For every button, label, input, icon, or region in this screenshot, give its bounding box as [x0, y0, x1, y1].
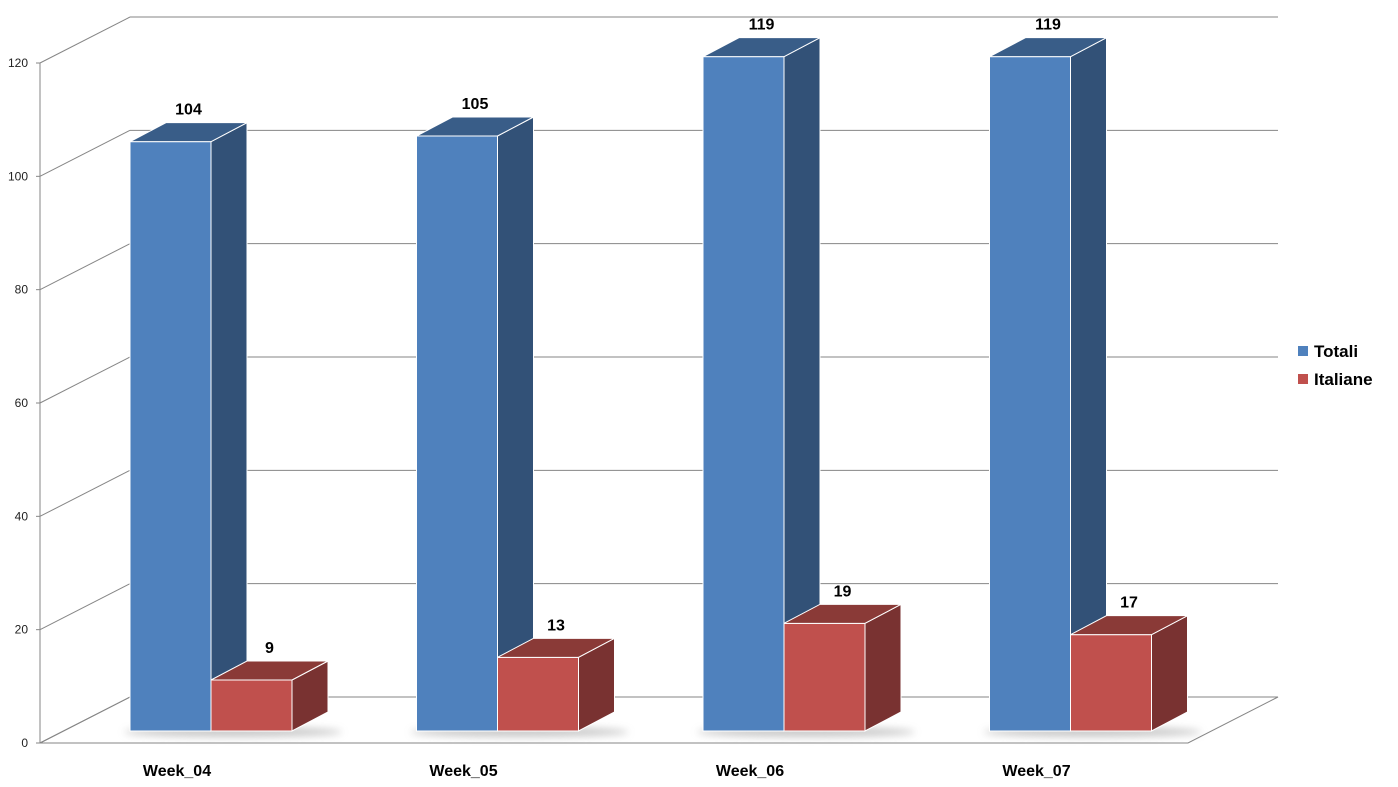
y-tick-label: 0: [21, 736, 28, 750]
bar-top: [497, 637, 615, 658]
x-tick-label: Week_06: [716, 763, 784, 780]
legend-swatch: [1298, 346, 1308, 356]
data-label: 119: [1035, 17, 1061, 34]
data-label: 13: [547, 617, 565, 634]
bar-front: [210, 679, 293, 732]
bar-top: [989, 37, 1107, 58]
bar-top: [416, 116, 534, 137]
bar: [210, 660, 329, 732]
x-tick-label: Week_04: [143, 763, 211, 780]
gridline-side: [39, 356, 131, 404]
y-axis: 0 20 40 60 80 100 120: [8, 56, 40, 750]
y-tick-label: 40: [15, 509, 29, 523]
bar-front: [1070, 634, 1152, 732]
bar: [129, 121, 248, 732]
x-axis: Week_04 Week_05 Week_06 Week_07: [143, 763, 1071, 780]
data-label: 119: [749, 17, 775, 34]
bar-side: [497, 116, 534, 732]
bar-top: [702, 37, 821, 58]
bar-side: [864, 603, 902, 732]
bar-front: [989, 56, 1071, 732]
bar-front: [783, 622, 866, 732]
data-label: 19: [834, 583, 852, 600]
bar-front: [129, 141, 212, 732]
bar-top: [129, 122, 248, 143]
gridline-side: [39, 469, 131, 517]
bar: [1070, 614, 1188, 732]
legend: Totali Italiane: [1298, 342, 1373, 389]
bar-front: [497, 656, 579, 732]
bar-side: [1151, 614, 1188, 732]
gridline-side: [39, 129, 131, 177]
bar: [989, 36, 1107, 732]
data-label: 104: [175, 102, 202, 119]
bar: [416, 116, 534, 732]
bar-side: [210, 121, 248, 732]
x-tick-label: Week_05: [429, 763, 497, 780]
bar-top: [210, 660, 329, 681]
y-tick-label: 120: [8, 56, 28, 70]
legend-swatch: [1298, 374, 1308, 384]
bar-front: [702, 56, 785, 732]
y-tick-label: 100: [8, 169, 28, 183]
bar-front: [416, 135, 498, 732]
gridline-side: [39, 243, 131, 291]
legend-label: Italiane: [1314, 370, 1373, 389]
gridline-side: [39, 16, 131, 64]
data-label: 9: [265, 640, 274, 657]
bar: [497, 637, 615, 732]
bars: [124, 36, 1202, 737]
data-label: 105: [462, 96, 489, 113]
data-labels: 104 9 105 13 119 19 119 17: [175, 17, 1138, 657]
y-tick-label: 60: [15, 396, 29, 410]
bar: [783, 603, 902, 732]
bar: [702, 36, 821, 732]
y-tick-label: 80: [15, 283, 29, 297]
gridline-side: [39, 583, 131, 631]
bar-top: [783, 603, 902, 624]
data-label: 17: [1120, 595, 1138, 612]
legend-label: Totali: [1314, 342, 1358, 361]
x-tick-label: Week_07: [1002, 763, 1070, 780]
y-tick-label: 20: [15, 623, 29, 637]
gridline-side: [39, 696, 131, 744]
bar-top: [1070, 615, 1188, 636]
